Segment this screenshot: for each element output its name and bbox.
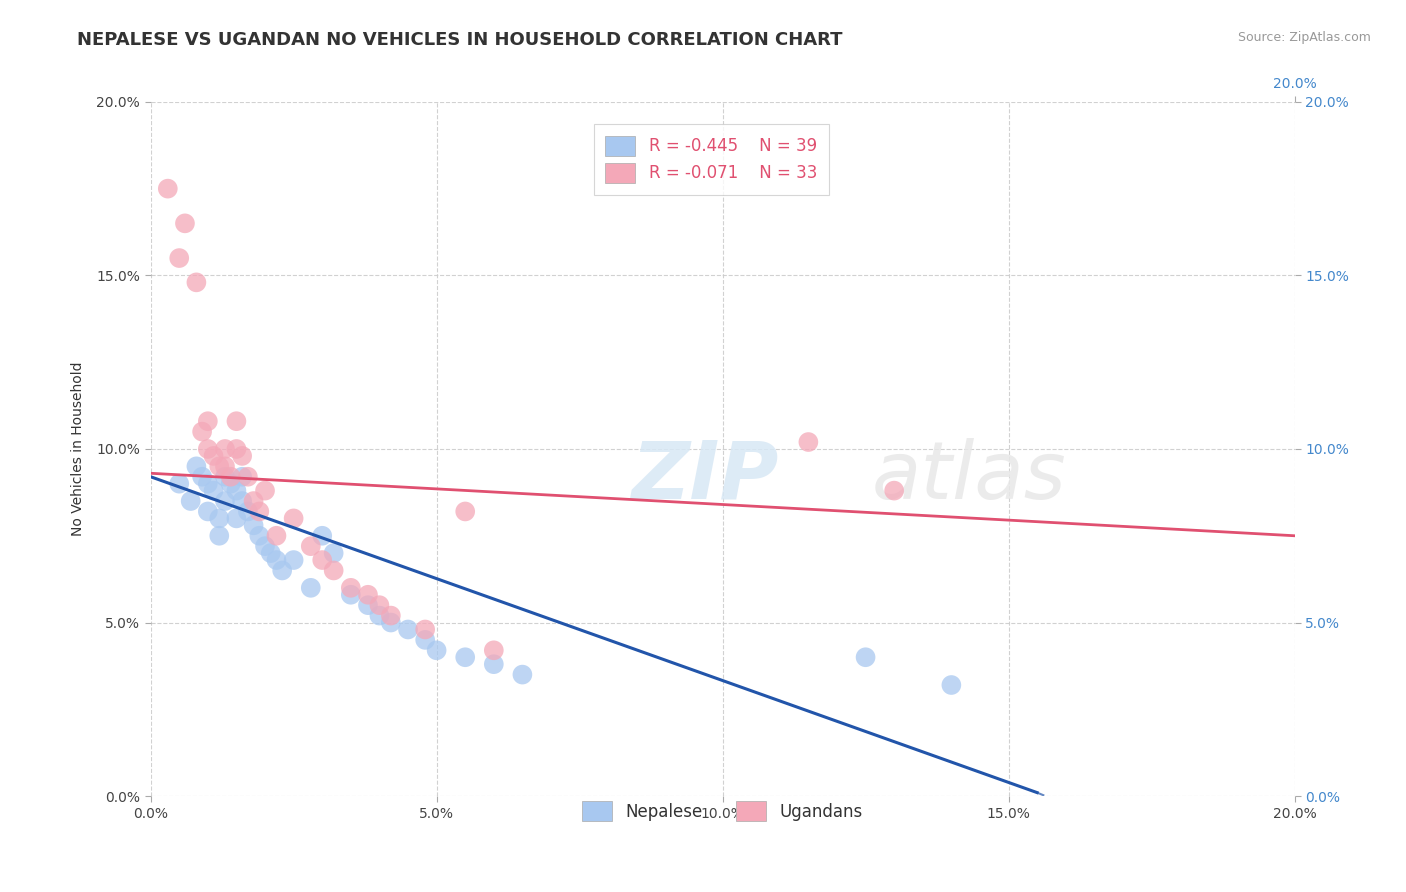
- Point: [214, 494, 236, 508]
- Point: [482, 657, 505, 672]
- Text: Source: ZipAtlas.com: Source: ZipAtlas.com: [1237, 31, 1371, 45]
- Point: [214, 469, 236, 483]
- Point: [231, 494, 253, 508]
- Point: [231, 449, 253, 463]
- Point: [340, 581, 363, 595]
- Point: [254, 539, 277, 553]
- Text: atlas: atlas: [872, 438, 1066, 516]
- Point: [266, 553, 288, 567]
- Point: [225, 483, 247, 498]
- Point: [797, 435, 820, 450]
- Point: [225, 442, 247, 456]
- Point: [174, 216, 197, 230]
- Point: [380, 608, 402, 623]
- Point: [283, 511, 305, 525]
- Point: [413, 623, 436, 637]
- Y-axis label: No Vehicles in Household: No Vehicles in Household: [72, 362, 86, 536]
- Point: [219, 476, 242, 491]
- Point: [454, 650, 477, 665]
- Point: [260, 546, 283, 560]
- Point: [883, 483, 905, 498]
- Point: [191, 425, 214, 439]
- Point: [266, 529, 288, 543]
- Point: [197, 504, 219, 518]
- Point: [322, 564, 344, 578]
- Point: [191, 469, 214, 483]
- Point: [413, 632, 436, 647]
- Point: [197, 414, 219, 428]
- Point: [512, 667, 534, 681]
- Point: [236, 469, 259, 483]
- Point: [225, 511, 247, 525]
- Point: [167, 251, 190, 265]
- Point: [482, 643, 505, 657]
- Point: [208, 529, 231, 543]
- Point: [271, 564, 294, 578]
- Point: [231, 469, 253, 483]
- Point: [340, 588, 363, 602]
- Point: [380, 615, 402, 630]
- Legend: Nepalese, Ugandans: Nepalese, Ugandans: [571, 789, 875, 833]
- Point: [357, 588, 380, 602]
- Point: [247, 529, 270, 543]
- Point: [242, 494, 264, 508]
- Point: [236, 504, 259, 518]
- Point: [283, 553, 305, 567]
- Point: [225, 414, 247, 428]
- Point: [299, 539, 322, 553]
- Point: [311, 529, 333, 543]
- Point: [311, 553, 333, 567]
- Point: [208, 511, 231, 525]
- Point: [202, 449, 225, 463]
- Point: [242, 518, 264, 533]
- Point: [202, 483, 225, 498]
- Point: [247, 504, 270, 518]
- Point: [208, 459, 231, 474]
- Point: [855, 650, 877, 665]
- Point: [299, 581, 322, 595]
- Point: [214, 459, 236, 474]
- Point: [396, 623, 419, 637]
- Point: [180, 494, 202, 508]
- Point: [368, 608, 391, 623]
- Point: [357, 598, 380, 612]
- Point: [197, 442, 219, 456]
- Point: [426, 643, 449, 657]
- Point: [186, 276, 208, 290]
- Point: [322, 546, 344, 560]
- Point: [197, 476, 219, 491]
- Text: NEPALESE VS UGANDAN NO VEHICLES IN HOUSEHOLD CORRELATION CHART: NEPALESE VS UGANDAN NO VEHICLES IN HOUSE…: [77, 31, 842, 49]
- Point: [186, 459, 208, 474]
- Point: [214, 442, 236, 456]
- Point: [368, 598, 391, 612]
- Point: [454, 504, 477, 518]
- Point: [254, 483, 277, 498]
- Point: [941, 678, 963, 692]
- Point: [156, 181, 179, 195]
- Point: [219, 469, 242, 483]
- Text: ZIP: ZIP: [631, 438, 779, 516]
- Point: [167, 476, 190, 491]
